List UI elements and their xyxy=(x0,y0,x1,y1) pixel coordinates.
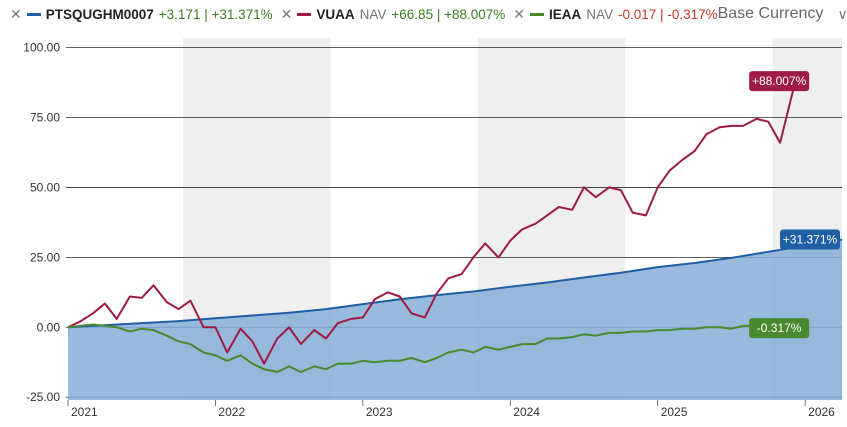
series-swatch xyxy=(297,12,312,16)
chevron-down-icon: ∨ xyxy=(837,5,847,22)
y-tick-label: 0.00 xyxy=(37,320,61,334)
y-tick-label: 75.00 xyxy=(30,111,60,125)
x-tick-label: 2024 xyxy=(513,405,540,419)
x-tick-label: 2025 xyxy=(661,405,688,419)
series-line-ptsqughm0007 xyxy=(67,238,843,329)
close-icon[interactable]: ✕ xyxy=(513,5,525,22)
series-end-label: +88.007% xyxy=(752,74,807,88)
series-line-vuaa xyxy=(67,80,806,365)
legend-nav-label: NAV xyxy=(586,6,614,22)
legend-item-vuaa: ✕ VUAA NAV +66.85 | +88.007% xyxy=(281,6,506,23)
y-tick-label: 50.00 xyxy=(30,180,60,194)
y-tick-label: -25.00 xyxy=(26,390,60,404)
currency-dropdown[interactable]: Base Currency ∨ xyxy=(718,5,847,23)
series-line-ieaa xyxy=(67,323,806,373)
close-icon[interactable]: ✕ xyxy=(10,5,22,22)
legend-nav-label: NAV xyxy=(359,6,387,22)
x-tick-label: 2021 xyxy=(71,405,98,419)
series-swatch xyxy=(530,12,544,16)
x-tick-label: 2023 xyxy=(366,405,393,419)
legend-ticker: IEAA xyxy=(549,6,582,22)
y-tick-label: 100.00 xyxy=(23,41,60,55)
series-swatch xyxy=(26,12,41,16)
y-tick-label: 25.00 xyxy=(30,250,60,264)
series-end-label-bg xyxy=(780,229,840,250)
currency-label: Base Currency xyxy=(717,5,824,22)
performance-chart: 100.00 75.00 50.00 25.00 0.00 -25.00 2021 2022 2… xyxy=(23,38,843,419)
close-icon[interactable]: ✕ xyxy=(280,5,293,22)
legend-ticker: PTSQUGHM0007 xyxy=(45,6,154,22)
legend-item-ptsqughm0007: ✕ PTSQUGHM0007 +3.171 | +31.371% xyxy=(10,6,273,23)
legend-change: +66.85 | +88.007% xyxy=(391,6,506,22)
legend-change: -0.017 | -0.317% xyxy=(618,6,718,22)
series-end-label: -0.317% xyxy=(757,321,802,335)
legend-item-ieaa: ✕ IEAA NAV -0.017 | -0.317% xyxy=(513,6,717,23)
x-tick-label: 2022 xyxy=(218,405,245,419)
series-end-label-bg xyxy=(749,318,810,339)
series-end-label-bg xyxy=(749,71,810,92)
legend-ticker: VUAA xyxy=(316,6,355,22)
legend-change: +3.171 | +31.371% xyxy=(158,6,273,22)
chart-legend: ✕ PTSQUGHM0007 +3.171 | +31.371% ✕ VUAA … xyxy=(0,0,847,28)
series-end-label: +31.371% xyxy=(783,233,838,247)
x-tick-label: 2026 xyxy=(808,405,835,419)
